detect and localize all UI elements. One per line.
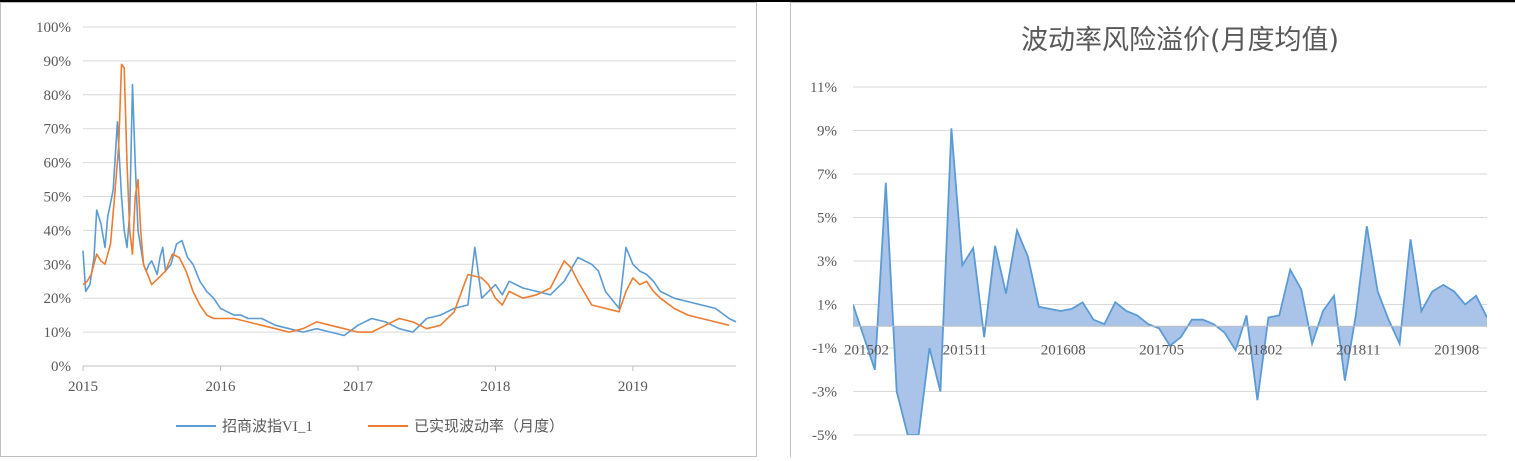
left-chart-panel: 0% 10% 20% 30% 40% 50% 60% 70% 80% 90% 100% 2015 201… [0, 2, 757, 457]
right-chart-panel: 波动率风险溢价(月度均值) -5% -3% -1% 1% 3% 5% 7% 9% 11% 20150… [790, 2, 1515, 457]
risk-premium-area-chart: 波动率风险溢价(月度均值) -5% -3% -1% 1% 3% 5% 7% 9% 11% 20150… [810, 25, 1487, 444]
legend-label: 已实现波动率（月度） [414, 418, 564, 435]
y-tick-label: 11% [810, 80, 837, 96]
y-tick-label: 1% [817, 298, 837, 314]
legend-label: 招商波指VI_1 [222, 418, 313, 435]
y-tick-label: 90% [44, 54, 72, 70]
y-tick-label: -5% [812, 428, 837, 444]
y-tick-label: 60% [44, 156, 72, 172]
x-tick-label: 2016 [205, 379, 236, 395]
y-tick-label: 30% [44, 257, 72, 273]
x-tick-label: 201608 [1041, 342, 1086, 358]
y-tick-label: 3% [817, 254, 837, 270]
x-tick-label: 201811 [1336, 342, 1380, 358]
y-tick-label: 9% [817, 124, 837, 140]
y-tick-label: 70% [44, 122, 72, 138]
x-tick-label: 2018 [480, 379, 510, 395]
x-tick-label: 201705 [1139, 342, 1184, 358]
y-tick-label: 40% [44, 223, 72, 239]
x-tick-label: 2019 [618, 379, 648, 395]
series-line-2 [82, 63, 730, 333]
y-tick-label: 0% [51, 359, 71, 375]
y-tick-label: 50% [44, 190, 72, 206]
x-tick-label: 201502 [844, 342, 889, 358]
area-line [853, 128, 1487, 435]
series-line-1 [82, 83, 737, 337]
y-tick-label: 10% [44, 325, 72, 341]
chart-title: 波动率风险溢价(月度均值) [1021, 25, 1339, 56]
y-tick-label: 80% [44, 88, 72, 104]
volatility-line-chart: 0% 10% 20% 30% 40% 50% 60% 70% 80% 90% 100% 2015 201… [36, 20, 737, 435]
y-tick-label: 5% [817, 211, 837, 227]
y-tick-label: 20% [44, 291, 72, 307]
top-rule [0, 0, 1515, 2]
y-tick-label: -3% [812, 385, 837, 401]
x-tick-label: 2015 [68, 379, 98, 395]
x-tick-label: 201511 [943, 342, 987, 358]
y-tick-label: 100% [36, 20, 71, 36]
x-tick-label: 2017 [343, 379, 374, 395]
x-tick-label: 201802 [1237, 342, 1282, 358]
y-tick-label: -1% [812, 341, 837, 357]
y-tick-label: 7% [817, 167, 837, 183]
x-tick-label: 201908 [1434, 342, 1479, 358]
